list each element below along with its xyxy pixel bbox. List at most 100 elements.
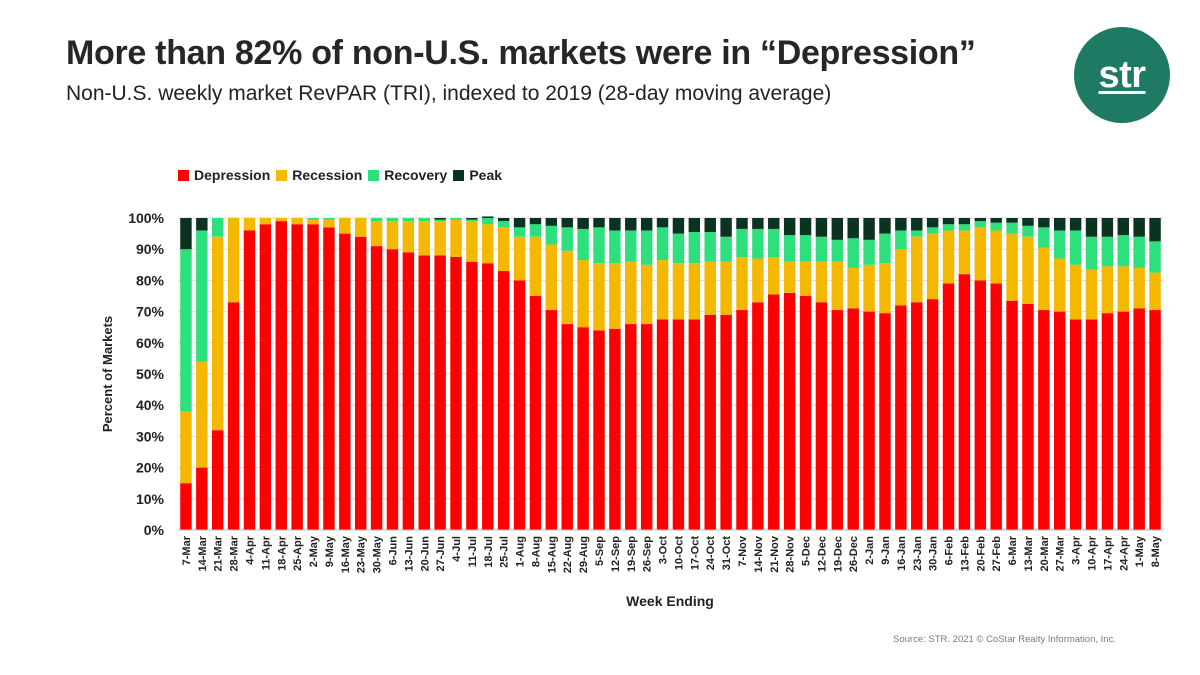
bar-segment-recession: [339, 218, 351, 234]
y-tick-label: 50%: [136, 366, 165, 382]
y-tick-label: 70%: [136, 304, 165, 320]
bar-segment-recession: [291, 218, 303, 225]
bar-segment-peak: [895, 218, 907, 231]
x-tick-label: 4-Apr: [244, 535, 256, 564]
x-tick-label: 28-Nov: [785, 535, 797, 573]
x-tick-label: 6-Jun: [387, 536, 399, 566]
bar-segment-recovery: [529, 224, 542, 237]
bar-segment-recession: [323, 219, 335, 228]
bar-segment-recession: [720, 261, 732, 315]
legend-label-recession: Recession: [292, 167, 363, 183]
bar-segment-depression: [879, 313, 891, 530]
x-tick-label: 19-Sep: [626, 536, 638, 572]
x-tick-label: 26-Sep: [642, 536, 654, 572]
bar-segment-depression: [783, 292, 796, 530]
bar-segment-depression: [529, 296, 542, 530]
bar-segment-depression: [434, 255, 446, 530]
bar-segment-recession: [418, 221, 430, 256]
bar-segment-depression: [831, 310, 844, 530]
x-tick-label: 23-Jan: [912, 536, 924, 571]
bar-segment-peak: [1133, 218, 1145, 237]
bar-segment-recession: [1101, 266, 1114, 314]
bar-segment-peak: [926, 218, 939, 228]
bar-segment-depression: [799, 296, 812, 530]
bar-segment-peak: [958, 218, 971, 225]
bar-segment-recession: [1133, 267, 1145, 309]
bar-segment-recovery: [513, 227, 526, 237]
bar-segment-recovery: [656, 227, 669, 261]
bar-segment-depression: [339, 233, 351, 530]
bar-segment-recovery: [974, 221, 987, 228]
bar-segment-recession: [640, 264, 653, 325]
bar-segment-recession: [974, 227, 987, 281]
bar-segment-recovery: [990, 222, 1002, 231]
bar-segment-peak: [180, 218, 192, 250]
bar-segment-peak: [942, 218, 955, 225]
x-tick-label: 3-Oct: [658, 536, 670, 564]
bar-segment-depression: [307, 224, 319, 531]
bar-segment-depression: [1133, 308, 1145, 530]
bar-segment-depression: [1054, 311, 1066, 530]
bar-segment-recovery: [799, 235, 812, 262]
x-tick-label: 17-Apr: [1102, 535, 1114, 571]
bar-segment-recovery: [545, 225, 558, 245]
y-tick-label: 20%: [136, 460, 165, 476]
bar-segment-recession: [704, 261, 716, 315]
x-tick-label: 7-Mar: [181, 535, 193, 565]
bar-segment-recession: [1006, 233, 1018, 301]
bar-segment-recession: [482, 224, 494, 264]
bar-segment-peak: [497, 218, 510, 222]
x-tick-label: 25-Jul: [499, 536, 511, 568]
bar-segment-peak: [561, 218, 573, 228]
bar-segment-recession: [847, 267, 859, 309]
bar-segment-peak: [545, 218, 558, 226]
x-tick-label: 14-Mar: [197, 535, 209, 571]
bar-segment-recovery: [1149, 241, 1161, 273]
bar-segment-peak: [482, 216, 494, 218]
x-tick-label: 19-Dec: [832, 536, 844, 572]
bar-segment-recovery: [625, 230, 637, 262]
bar-segment-peak: [529, 218, 542, 225]
bar-segment-recovery: [434, 219, 446, 222]
bar-segment-depression: [609, 328, 621, 530]
bar-segment-recovery: [1069, 230, 1082, 265]
bar-segment-depression: [497, 271, 510, 530]
bar-segment-recovery: [180, 249, 192, 412]
legend-item-depression: Depression: [178, 167, 270, 183]
bar-segment-recovery: [402, 218, 415, 222]
bar-segment-recovery: [482, 218, 494, 225]
bar-segment-depression: [752, 302, 764, 530]
bar-segment-depression: [704, 314, 716, 530]
bar-segment-recovery: [815, 236, 828, 262]
bar-segment-depression: [672, 319, 685, 530]
bar-segment-peak: [831, 218, 844, 240]
bar-segment-recession: [466, 221, 478, 262]
bar-segment-recovery: [609, 230, 621, 264]
bar-segment-peak: [783, 218, 796, 236]
bar-segment-peak: [879, 218, 891, 234]
x-tick-label: 12-Dec: [816, 536, 828, 572]
bar-segment-depression: [1101, 313, 1114, 530]
bar-segment-depression: [768, 294, 780, 530]
y-tick-label: 0%: [144, 522, 165, 538]
bar-segment-recession: [1085, 269, 1098, 320]
bar-segment-depression: [243, 230, 256, 531]
bar-segment-recession: [942, 230, 955, 284]
bar-segment-peak: [863, 218, 875, 240]
bar-segment-peak: [1022, 218, 1034, 226]
bar-segment-recovery: [418, 218, 430, 222]
bar-segment-depression: [593, 330, 605, 530]
x-tick-label: 11-Apr: [260, 535, 272, 570]
x-tick-label: 16-Jan: [896, 536, 908, 571]
bar-segment-depression: [418, 255, 430, 530]
bar-segment-peak: [799, 218, 812, 236]
bar-segment-peak: [609, 218, 621, 231]
x-tick-label: 31-Oct: [721, 536, 733, 571]
x-tick-label: 30-May: [372, 535, 384, 573]
bar-segment-recession: [227, 218, 240, 303]
x-tick-label: 24-Apr: [1118, 535, 1130, 571]
legend-swatch-recession: [276, 169, 288, 181]
bar-segment-recession: [688, 263, 701, 320]
bar-segment-recession: [386, 221, 399, 250]
bar-segment-recovery: [1054, 230, 1066, 259]
